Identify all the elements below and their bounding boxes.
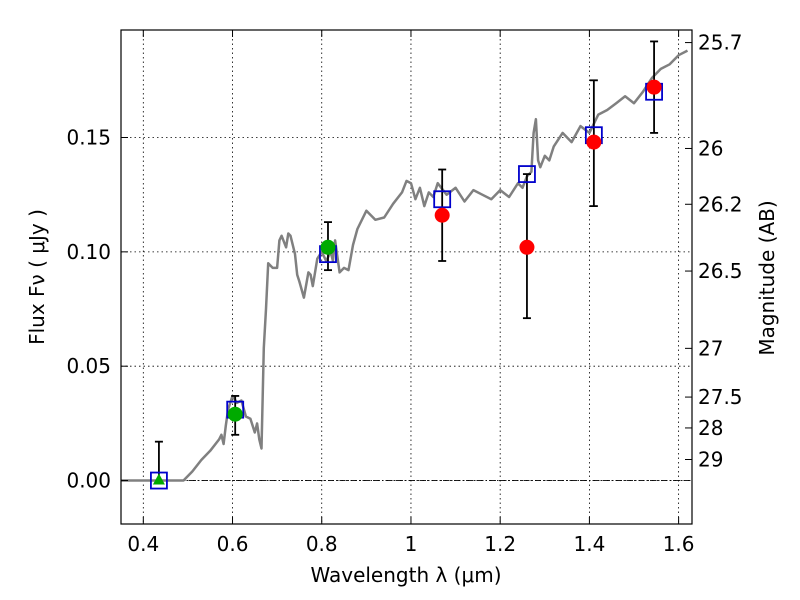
model-sed-line bbox=[121, 49, 689, 482]
plot-frame bbox=[120, 29, 693, 525]
x-tick-label: 1.6 bbox=[663, 532, 695, 556]
observed-flux-point bbox=[519, 239, 535, 255]
magnitude-tick-label: 25.7 bbox=[698, 31, 743, 55]
x-tick-label: 0.4 bbox=[127, 532, 159, 556]
synthetic-flux-square bbox=[150, 471, 168, 490]
y-tick-label: 0.05 bbox=[66, 354, 111, 378]
magnitude-tick-label: 27.5 bbox=[698, 385, 743, 409]
y-tick-label: 0.15 bbox=[66, 125, 111, 149]
magnitude-tick-label: 28 bbox=[698, 416, 723, 440]
synthetic-flux-square bbox=[518, 165, 536, 183]
synthetic-photometry-markers bbox=[150, 82, 663, 490]
x-tick-label: 1.2 bbox=[484, 532, 516, 556]
grid-lines bbox=[121, 30, 692, 524]
magnitude-axis-label: Magnitude (AB) bbox=[755, 200, 779, 355]
magnitude-tick-label: 27 bbox=[698, 336, 723, 360]
magnitude-axis-ticks: 25.7 26 26.2 26.5 27 27.5 28 29 bbox=[685, 31, 743, 472]
x-tick-label: 1.4 bbox=[573, 532, 605, 556]
observed-flux-point bbox=[586, 134, 602, 150]
observed-flux-point bbox=[227, 406, 243, 422]
x-tick-label: 0.8 bbox=[306, 532, 338, 556]
observed-flux-point bbox=[646, 79, 662, 95]
x-axis-ticks: 0.4 0.6 0.8 1 1.2 1.4 1.6 bbox=[127, 30, 695, 556]
observed-upper-limit-triangle bbox=[152, 473, 165, 485]
x-tick-label: 0.6 bbox=[217, 532, 249, 556]
magnitude-tick-label: 26 bbox=[698, 136, 723, 160]
y-tick-label: 0.00 bbox=[66, 469, 111, 493]
magnitude-tick-label: 26.5 bbox=[698, 259, 743, 283]
observed-photometry-markers bbox=[152, 79, 662, 485]
x-tick-label: 1 bbox=[405, 532, 418, 556]
y-axis-label: Flux Fν ( μJy ) bbox=[25, 209, 49, 345]
y-axis-ticks: 0.00 0.05 0.10 0.15 bbox=[66, 125, 128, 493]
magnitude-tick-label: 29 bbox=[698, 448, 723, 472]
magnitude-tick-label: 26.2 bbox=[698, 192, 743, 216]
x-axis-label: Wavelength λ (μm) bbox=[310, 563, 501, 587]
synthetic-flux-square bbox=[433, 190, 452, 209]
observed-flux-point bbox=[320, 239, 336, 255]
observed-flux-point bbox=[434, 207, 450, 223]
y-tick-label: 0.10 bbox=[66, 240, 111, 264]
